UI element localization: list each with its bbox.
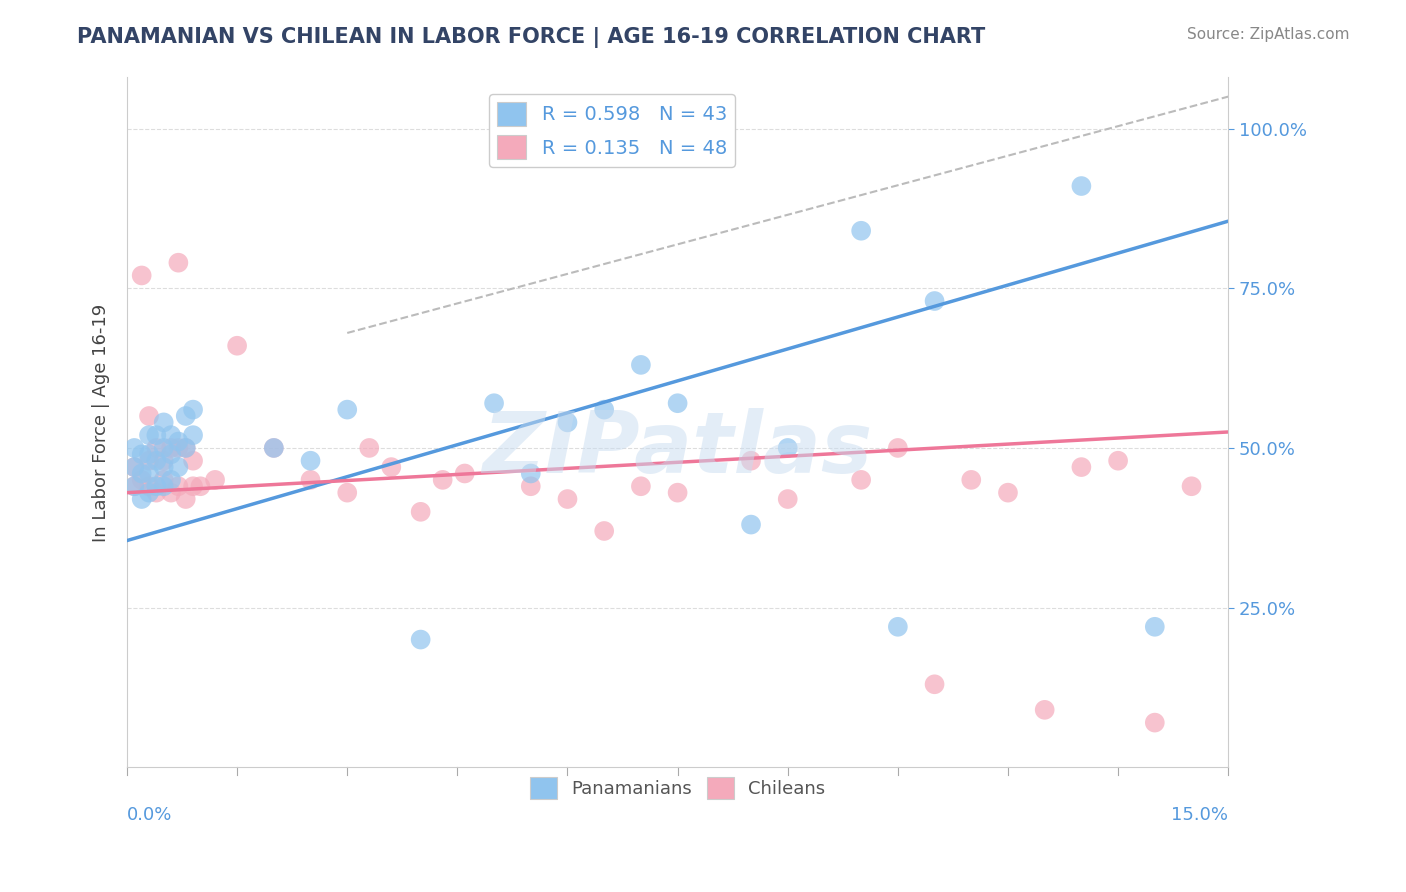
Point xyxy=(167,441,190,455)
Point xyxy=(152,441,174,455)
Point xyxy=(740,453,762,467)
Point xyxy=(190,479,212,493)
Point xyxy=(160,428,183,442)
Point xyxy=(167,479,190,493)
Point xyxy=(960,473,983,487)
Point xyxy=(131,491,153,506)
Text: ZIPatlas: ZIPatlas xyxy=(482,409,873,491)
Point xyxy=(1180,479,1202,493)
Point xyxy=(1143,620,1166,634)
Point xyxy=(145,453,167,467)
Point xyxy=(152,473,174,487)
Point xyxy=(145,479,167,493)
Point xyxy=(1070,179,1092,194)
Point xyxy=(520,479,543,493)
Point xyxy=(152,453,174,467)
Point xyxy=(226,339,249,353)
Point xyxy=(138,453,160,467)
Point xyxy=(145,441,167,455)
Point xyxy=(740,517,762,532)
Point xyxy=(380,460,402,475)
Text: 15.0%: 15.0% xyxy=(1171,805,1229,823)
Point xyxy=(138,447,160,461)
Point xyxy=(124,479,146,493)
Point xyxy=(152,416,174,430)
Legend: Panamanians, Chileans: Panamanians, Chileans xyxy=(523,770,832,806)
Point xyxy=(174,441,197,455)
Point xyxy=(181,479,204,493)
Point xyxy=(299,473,322,487)
Text: PANAMANIAN VS CHILEAN IN LABOR FORCE | AGE 16-19 CORRELATION CHART: PANAMANIAN VS CHILEAN IN LABOR FORCE | A… xyxy=(77,27,986,48)
Text: 0.0%: 0.0% xyxy=(127,805,173,823)
Point xyxy=(520,467,543,481)
Point xyxy=(887,620,910,634)
Point xyxy=(1143,715,1166,730)
Point xyxy=(131,467,153,481)
Point xyxy=(630,479,652,493)
Point xyxy=(482,396,505,410)
Point xyxy=(138,479,160,493)
Point xyxy=(849,473,872,487)
Point xyxy=(181,402,204,417)
Point xyxy=(299,453,322,467)
Point xyxy=(181,428,204,442)
Point xyxy=(887,441,910,455)
Point xyxy=(160,441,183,455)
Point xyxy=(557,491,579,506)
Point xyxy=(924,677,946,691)
Point xyxy=(167,434,190,449)
Point xyxy=(776,491,799,506)
Point xyxy=(593,524,616,538)
Point xyxy=(1107,453,1129,467)
Point xyxy=(557,416,579,430)
Point xyxy=(152,460,174,475)
Point xyxy=(432,473,454,487)
Point xyxy=(174,409,197,423)
Point xyxy=(124,460,146,475)
Point xyxy=(160,485,183,500)
Point xyxy=(167,460,190,475)
Point xyxy=(152,479,174,493)
Point xyxy=(336,485,359,500)
Point xyxy=(1070,460,1092,475)
Point xyxy=(174,491,197,506)
Point xyxy=(263,441,285,455)
Point xyxy=(145,428,167,442)
Point xyxy=(160,447,183,461)
Point xyxy=(630,358,652,372)
Point xyxy=(409,505,432,519)
Point xyxy=(174,441,197,455)
Point xyxy=(454,467,477,481)
Point xyxy=(138,485,160,500)
Point xyxy=(138,428,160,442)
Point xyxy=(131,473,153,487)
Point xyxy=(131,268,153,283)
Point xyxy=(776,441,799,455)
Point xyxy=(204,473,226,487)
Point xyxy=(124,460,146,475)
Point xyxy=(131,447,153,461)
Point xyxy=(924,293,946,308)
Point xyxy=(666,485,689,500)
Point xyxy=(145,485,167,500)
Point xyxy=(666,396,689,410)
Point xyxy=(359,441,381,455)
Point xyxy=(124,441,146,455)
Point xyxy=(336,402,359,417)
Point xyxy=(997,485,1019,500)
Y-axis label: In Labor Force | Age 16-19: In Labor Force | Age 16-19 xyxy=(93,303,110,541)
Point xyxy=(181,453,204,467)
Point xyxy=(138,409,160,423)
Point xyxy=(263,441,285,455)
Point xyxy=(1033,703,1056,717)
Point xyxy=(124,479,146,493)
Point xyxy=(593,402,616,417)
Point xyxy=(849,224,872,238)
Text: Source: ZipAtlas.com: Source: ZipAtlas.com xyxy=(1187,27,1350,42)
Point xyxy=(409,632,432,647)
Point xyxy=(160,473,183,487)
Point xyxy=(167,255,190,269)
Point xyxy=(138,467,160,481)
